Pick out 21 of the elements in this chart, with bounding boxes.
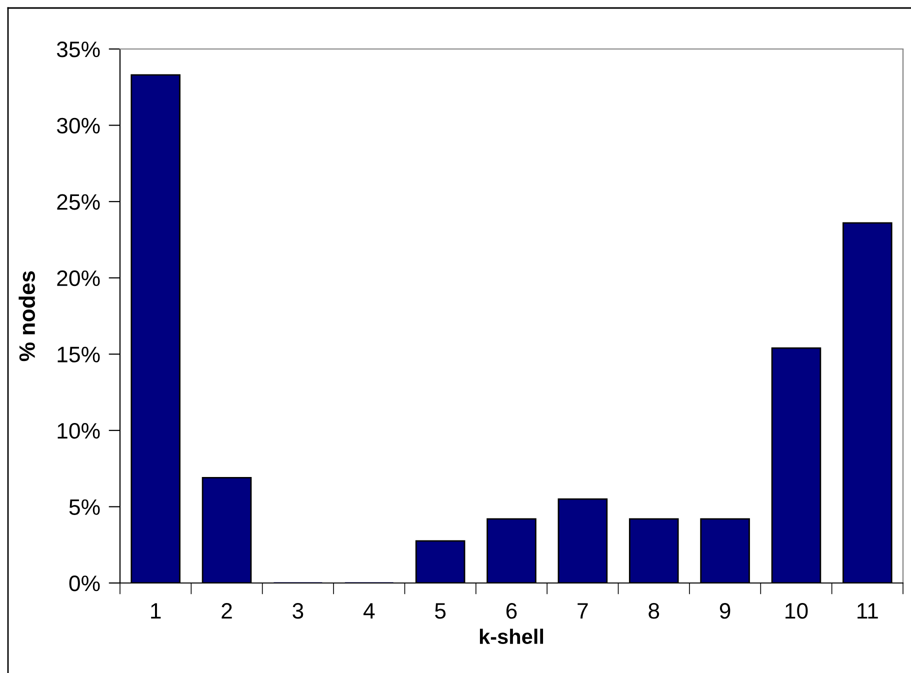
x-tick-label: 7 <box>578 603 588 619</box>
y-tick-label: 25% <box>57 194 100 210</box>
y-tick-label: 0% <box>69 576 100 592</box>
x-tick-label: 9 <box>720 603 730 619</box>
y-tick-label: 5% <box>69 499 100 515</box>
y-tick-label: 35% <box>56 42 100 58</box>
y-tick-label: 15% <box>58 346 100 362</box>
x-tick-label: 1 <box>151 603 161 619</box>
x-axis-title: k-shell <box>480 628 544 644</box>
y-tick-label: 10% <box>58 422 100 439</box>
x-tick-label: 11 <box>858 603 878 619</box>
y-axis-title: % nodes <box>18 271 36 362</box>
y-tick-label: 30% <box>56 118 100 134</box>
x-tick-label: 3 <box>292 603 304 619</box>
x-tick-label: 5 <box>435 603 446 619</box>
x-tick-label: 6 <box>506 603 517 619</box>
y-tick-label: 20% <box>57 270 100 286</box>
x-tick-label: 2 <box>222 603 232 619</box>
x-tick-label: 4 <box>363 603 375 619</box>
x-tick-label: 10 <box>786 603 808 619</box>
x-tick-label: 8 <box>648 603 660 619</box>
